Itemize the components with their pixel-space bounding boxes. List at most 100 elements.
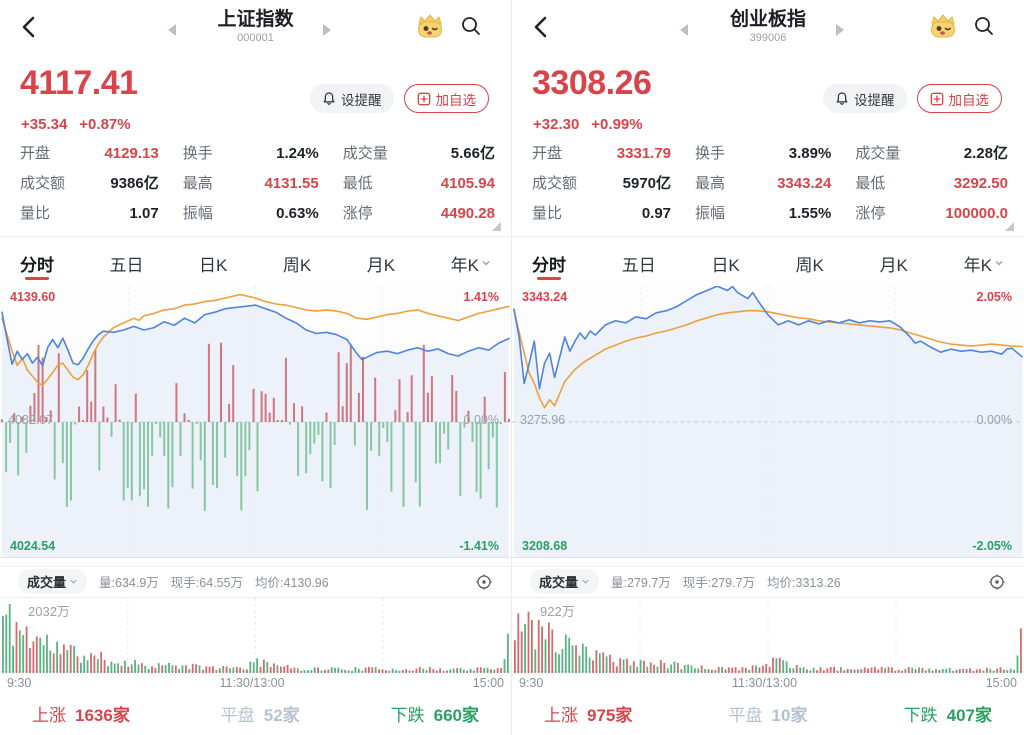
stat-amplitude: 振幅 0.63%: [182, 205, 319, 222]
tab-monthly-k[interactable]: 月K: [366, 255, 396, 275]
volume-max-label: 2032万: [28, 604, 70, 619]
stat-low: 最低 4105.94: [342, 175, 495, 192]
prev-stock-arrow-icon[interactable]: [680, 24, 688, 36]
next-stock-arrow-icon[interactable]: [323, 24, 331, 36]
decliners-count: 下跌 407家: [903, 705, 992, 725]
pct-min-label: -2.05%: [972, 539, 1012, 553]
current-hands-stat: 现手:64.55万: [170, 576, 244, 590]
divider: [0, 236, 511, 237]
intraday-chart[interactable]: 3343.24 2.05% 3275.96 0.00% 3208.68 -2.0…: [512, 286, 1024, 558]
tab-daily-k[interactable]: 日K: [711, 255, 740, 275]
stat-turnover-rate: 换手 1.24%: [182, 145, 319, 162]
market-breadth-row: 上涨 975家 平盘 10家 下跌 407家: [512, 696, 1024, 730]
time-open: 9:30: [7, 676, 32, 690]
time-midday: 11:30/13:00: [731, 676, 798, 690]
advancers-count: 上涨 975家: [544, 705, 633, 725]
set-alert-button[interactable]: 设提醒: [310, 84, 394, 113]
price-change-row: +32.30 +0.99%: [533, 116, 643, 133]
chevron-down-icon: [70, 579, 77, 584]
price-change-pct: +0.99%: [591, 116, 643, 133]
price-change-pct: +0.87%: [79, 116, 131, 133]
tab-yearly-k[interactable]: 年K: [964, 241, 1004, 285]
plus-box-icon: [417, 92, 430, 105]
volume-chart[interactable]: 922万: [512, 597, 1024, 673]
stock-code: 399006: [749, 32, 787, 44]
period-tabs: 分时 五日 日K 周K 月K 年K: [512, 241, 1024, 285]
back-button[interactable]: [16, 13, 44, 41]
tab-intraday[interactable]: 分时: [20, 241, 54, 285]
mascot-emoji-icon[interactable]: [415, 12, 445, 42]
tab-weekly-k[interactable]: 周K: [282, 255, 312, 275]
tab-yearly-k[interactable]: 年K: [451, 241, 491, 285]
last-price: 4117.41: [20, 64, 138, 102]
price-change: +35.34: [21, 116, 68, 133]
volume-header: 成交量 量:634.9万 现手:64.55万 均价:4130.96: [0, 566, 511, 596]
action-buttons: 设提醒 加自选: [823, 84, 1002, 113]
volume-chart[interactable]: 2032万: [0, 597, 511, 673]
avg-price-stat: 均价:3313.26: [767, 576, 841, 590]
set-alert-label: 设提醒: [341, 92, 382, 108]
tab-5day[interactable]: 五日: [109, 255, 144, 275]
volume-chart-canvas[interactable]: [512, 598, 1024, 673]
stat-volume-ratio: 量比 0.97: [532, 205, 672, 222]
expand-stats-handle[interactable]: [1005, 222, 1014, 231]
mascot-emoji-icon[interactable]: [928, 12, 958, 42]
time-axis: 9:30 11:30/13:00 15:00: [0, 673, 511, 693]
volume-chart-canvas[interactable]: [0, 598, 511, 673]
search-icon[interactable]: [972, 14, 996, 38]
stat-turnover-rate: 换手 3.89%: [695, 145, 832, 162]
prev-stock-arrow-icon[interactable]: [168, 24, 176, 36]
add-watchlist-button[interactable]: 加自选: [403, 84, 489, 113]
intraday-chart[interactable]: 4139.60 1.41% 4082.07 0.00% 4024.54 -1.4…: [0, 286, 511, 558]
stock-code: 000001: [237, 32, 274, 44]
set-alert-button[interactable]: 设提醒: [823, 84, 907, 113]
back-button[interactable]: [528, 13, 556, 41]
indicator-selector[interactable]: 成交量: [530, 569, 600, 594]
time-close: 15:00: [985, 676, 1017, 690]
expand-stats-handle[interactable]: [492, 222, 501, 231]
add-watchlist-button[interactable]: 加自选: [916, 84, 1002, 113]
y-max-label: 4139.60: [10, 290, 56, 304]
volume-header: 成交量 量:279.7万 现手:279.7万 均价:3313.26: [512, 566, 1024, 596]
stat-amplitude: 振幅 1.55%: [695, 205, 832, 222]
y-mid-label: 4082.07: [8, 412, 54, 427]
stat-low: 最低 3292.50: [855, 175, 1008, 192]
panel-chinext-index: 创业板指 399006 3308.26 +32.30 +0.99%: [512, 0, 1024, 735]
indicator-selector[interactable]: 成交量: [18, 569, 88, 594]
settings-icon[interactable]: [988, 573, 1006, 591]
y-max-label: 3343.24: [522, 290, 568, 304]
avg-price-stat: 均价:4130.96: [255, 576, 329, 590]
set-alert-label: 设提醒: [854, 92, 895, 108]
unchanged-count: 平盘 10家: [728, 705, 808, 725]
time-axis: 9:30 11:30/13:00 15:00: [512, 673, 1024, 693]
intraday-chart-canvas[interactable]: [512, 286, 1024, 558]
search-icon[interactable]: [459, 14, 483, 38]
add-watchlist-label: 加自选: [435, 92, 477, 108]
market-breadth-row: 上涨 1636家 平盘 52家 下跌 660家: [0, 696, 511, 730]
intraday-chart-canvas[interactable]: [0, 286, 511, 558]
period-tabs: 分时 五日 日K 周K 月K 年K: [0, 241, 511, 285]
tab-5day[interactable]: 五日: [621, 255, 656, 275]
tab-monthly-k[interactable]: 月K: [879, 255, 908, 275]
tab-weekly-k[interactable]: 周K: [795, 255, 824, 275]
settings-icon[interactable]: [475, 573, 493, 591]
stats-grid: 开盘 4129.13 换手 1.24% 成交量 5.66亿 成交额 9386亿 最高 41…: [20, 142, 495, 223]
time-open: 9:30: [519, 676, 544, 690]
volume-stat: 量:279.7万: [611, 576, 671, 590]
y-min-label: 3208.68: [522, 539, 568, 553]
header: 创业板指 399006: [512, 0, 1024, 56]
stat-amount: 成交额 9386亿: [20, 175, 159, 192]
stat-open: 开盘 3331.79: [532, 145, 672, 162]
header: 上证指数 000001: [0, 0, 511, 56]
volume-stat: 量:634.9万: [99, 576, 159, 590]
pct-max-label: 2.05%: [976, 290, 1012, 304]
volume-max-label: 922万: [540, 604, 575, 619]
stat-volume-ratio: 量比 1.07: [20, 205, 159, 222]
panel-shanghai-index: 上证指数 000001 4117.41 +35.34 +0.87%: [0, 0, 512, 735]
tab-intraday[interactable]: 分时: [532, 241, 566, 285]
pct-mid-label: 0.00%: [976, 412, 1012, 427]
pct-min-label: -1.41%: [459, 539, 499, 553]
next-stock-arrow-icon[interactable]: [836, 24, 844, 36]
tab-daily-k[interactable]: 日K: [199, 255, 228, 275]
